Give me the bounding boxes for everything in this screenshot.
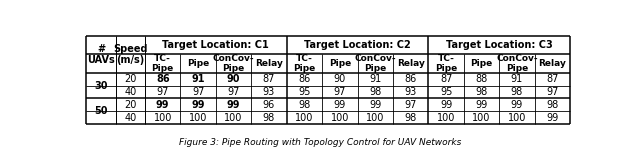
Text: 99: 99 <box>333 100 346 110</box>
Text: 90: 90 <box>227 74 240 84</box>
Text: 97: 97 <box>192 87 204 97</box>
Text: 98: 98 <box>476 87 488 97</box>
Text: ConCov-
Pipe: ConCov- Pipe <box>212 54 254 73</box>
Text: 100: 100 <box>437 112 455 123</box>
Text: 97: 97 <box>404 100 417 110</box>
Text: Pipe: Pipe <box>470 59 493 68</box>
Text: 87: 87 <box>546 74 559 84</box>
Text: 100: 100 <box>225 112 243 123</box>
Text: 99: 99 <box>546 112 559 123</box>
Text: 97: 97 <box>546 87 559 97</box>
Text: 98: 98 <box>298 100 310 110</box>
Text: 99: 99 <box>156 100 170 110</box>
Text: 20: 20 <box>124 74 137 84</box>
Text: ConCov-
Pipe: ConCov- Pipe <box>355 54 396 73</box>
Text: 95: 95 <box>298 87 310 97</box>
Text: 91: 91 <box>369 74 381 84</box>
Text: 90: 90 <box>333 74 346 84</box>
Text: 100: 100 <box>366 112 385 123</box>
Text: 93: 93 <box>263 87 275 97</box>
Text: 50: 50 <box>94 106 108 116</box>
Text: 91: 91 <box>191 74 205 84</box>
Text: Relay: Relay <box>397 59 424 68</box>
Text: 93: 93 <box>404 87 417 97</box>
Text: 40: 40 <box>124 112 136 123</box>
Text: 97: 97 <box>333 87 346 97</box>
Text: 99: 99 <box>191 100 205 110</box>
Text: 100: 100 <box>189 112 207 123</box>
Text: 99: 99 <box>369 100 381 110</box>
Text: 96: 96 <box>263 100 275 110</box>
Text: Figure 3: Pipe Routing with Topology Control for UAV Networks: Figure 3: Pipe Routing with Topology Con… <box>179 138 461 147</box>
Text: 97: 97 <box>157 87 169 97</box>
Text: Speed
(m/s): Speed (m/s) <box>113 44 148 65</box>
Text: Pipe: Pipe <box>187 59 209 68</box>
Text: Relay: Relay <box>255 59 283 68</box>
Text: 98: 98 <box>263 112 275 123</box>
Text: 100: 100 <box>295 112 314 123</box>
Text: 97: 97 <box>227 87 240 97</box>
Text: Target Location: C3: Target Location: C3 <box>446 40 552 50</box>
Text: 99: 99 <box>476 100 488 110</box>
Text: 100: 100 <box>508 112 526 123</box>
Text: 98: 98 <box>511 87 523 97</box>
Text: #
UAVs: # UAVs <box>87 44 115 65</box>
Text: Pipe: Pipe <box>329 59 351 68</box>
Text: 100: 100 <box>472 112 491 123</box>
Text: 99: 99 <box>511 100 523 110</box>
Text: 86: 86 <box>156 74 170 84</box>
Text: 100: 100 <box>154 112 172 123</box>
Text: 100: 100 <box>331 112 349 123</box>
Text: 30: 30 <box>94 81 108 91</box>
Text: 91: 91 <box>511 74 523 84</box>
Text: 40: 40 <box>124 87 136 97</box>
Text: 86: 86 <box>298 74 310 84</box>
Text: ConCov-
Pipe: ConCov- Pipe <box>496 54 538 73</box>
Text: 98: 98 <box>369 87 381 97</box>
Text: 99: 99 <box>227 100 240 110</box>
Text: 86: 86 <box>404 74 417 84</box>
Text: 87: 87 <box>440 74 452 84</box>
Text: 88: 88 <box>476 74 488 84</box>
Text: 99: 99 <box>440 100 452 110</box>
Text: TC-
Pipe: TC- Pipe <box>152 54 174 73</box>
Text: Relay: Relay <box>538 59 566 68</box>
Text: 98: 98 <box>404 112 417 123</box>
Text: Target Location: C1: Target Location: C1 <box>163 40 269 50</box>
Text: 20: 20 <box>124 100 137 110</box>
Text: 95: 95 <box>440 87 452 97</box>
Text: TC-
Pipe: TC- Pipe <box>293 54 316 73</box>
Text: 98: 98 <box>546 100 559 110</box>
Text: TC-
Pipe: TC- Pipe <box>435 54 457 73</box>
Text: Target Location: C2: Target Location: C2 <box>304 40 411 50</box>
Text: 87: 87 <box>263 74 275 84</box>
